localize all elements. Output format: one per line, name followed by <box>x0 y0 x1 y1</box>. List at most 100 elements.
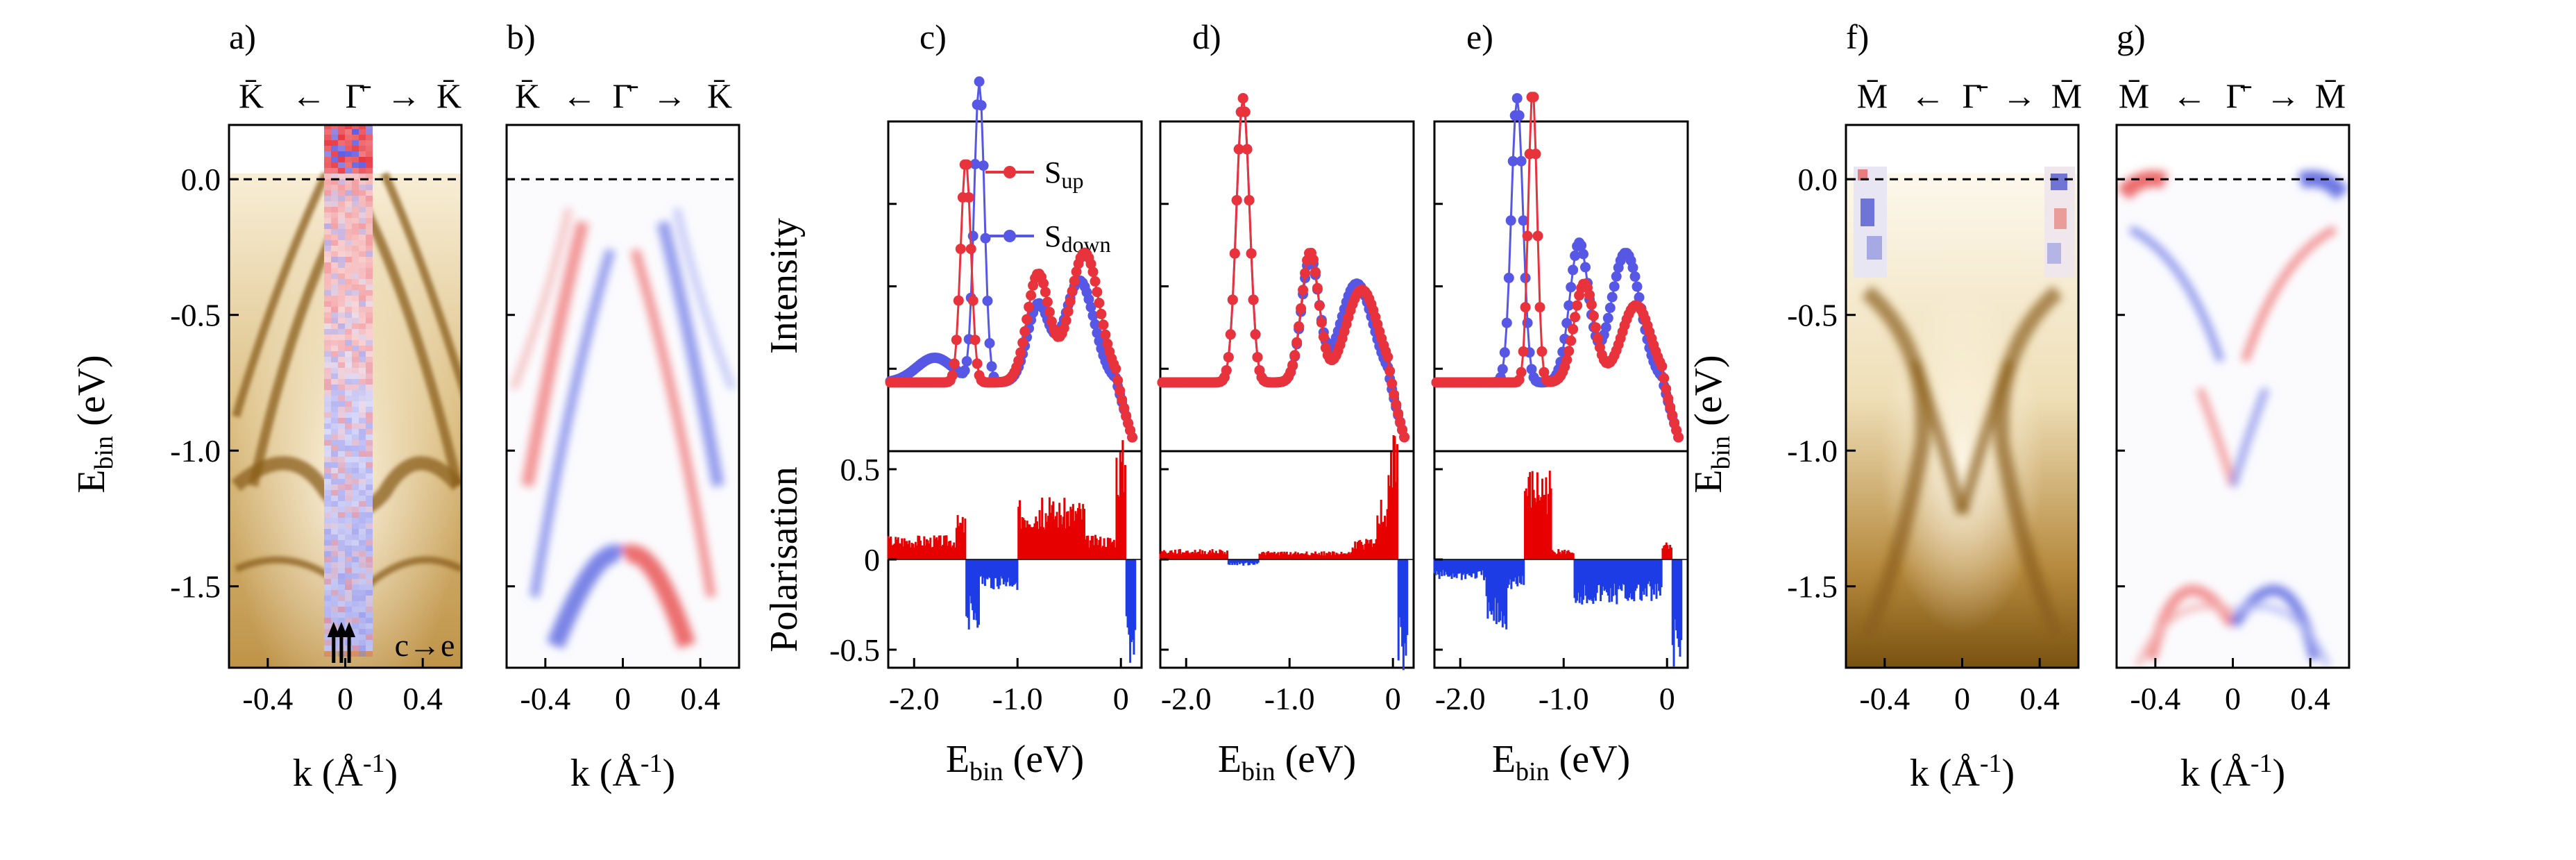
marker-label: c→e <box>395 627 455 663</box>
arrow-left: ← <box>2172 76 2207 115</box>
data-point-sup <box>1015 347 1026 358</box>
hs-right: K̄ <box>707 76 732 115</box>
spin-strip <box>324 125 373 651</box>
data-point-sup <box>1530 149 1541 160</box>
spin-patch-left <box>1854 167 1887 278</box>
data-point-sdown <box>1497 364 1508 375</box>
data-point-sup <box>1314 300 1325 311</box>
panel-c: c) Intensity Polarisation Sup Sdown -2.0… <box>763 17 1143 786</box>
data-point-sdown <box>1611 271 1622 282</box>
panel-a: a) K̄ ← Γ̄ → K̄ -0.4 0 0.4 0.0 -0.5 -1.0 -1.5 k… <box>70 17 463 795</box>
data-point-sup <box>1094 298 1105 308</box>
x-tick-label: 0 <box>337 681 353 716</box>
data-point-sdown <box>1578 248 1588 260</box>
data-point-sup <box>1399 432 1410 443</box>
data-point-sup <box>951 335 962 346</box>
x-tick-label: -0.4 <box>1859 681 1910 716</box>
data-point-sdown <box>1511 93 1523 104</box>
data-point-sup <box>1536 346 1548 357</box>
y-tick-label: -0.5 <box>170 298 221 333</box>
pol-tick-label: -0.5 <box>829 632 880 668</box>
data-point-sdown <box>969 159 981 169</box>
data-point-sup <box>955 244 966 255</box>
data-point-sdown <box>974 76 985 87</box>
data-point-sup <box>949 358 960 369</box>
x-axis-title: Ebin (eV) <box>1218 738 1356 786</box>
y-tick-label: 0.0 <box>181 162 221 197</box>
data-point-sdown <box>1501 317 1512 328</box>
y-axis-title: Ebin (eV) <box>70 355 119 493</box>
data-point-sup <box>1393 408 1404 419</box>
hs-right: M̄ <box>2315 76 2346 115</box>
x-tick-label: -2.0 <box>1161 681 1212 716</box>
data-point-sdown <box>1634 292 1645 303</box>
panel-f: f) M̄ ← Γ̄ → M̄ <box>1687 17 2082 795</box>
data-point-sup <box>969 335 981 346</box>
hs-right: K̄ <box>437 76 461 115</box>
data-point-sdown <box>1090 319 1101 330</box>
data-point-sup <box>1572 300 1583 311</box>
data-point-sdown <box>1092 328 1103 339</box>
data-point-sdown <box>986 361 997 372</box>
data-point-sup <box>1528 92 1539 103</box>
data-point-sdown <box>980 233 991 244</box>
x-tick-label: 0 <box>1385 681 1401 716</box>
spin-map <box>2117 170 2349 668</box>
y-tick-label: -1.5 <box>1787 569 1838 605</box>
arrow-left: ← <box>291 76 326 115</box>
pol-tick-label: 0.5 <box>840 452 881 487</box>
data-point-sdown <box>1083 294 1094 305</box>
arrow-right: → <box>2266 76 2300 115</box>
data-point-sup <box>1561 354 1573 365</box>
spin-map <box>507 174 739 668</box>
symmetry-header: K̄ ← Γ̄ → K̄ <box>239 76 461 115</box>
data-point-sup <box>1252 352 1263 363</box>
data-point-sdown <box>982 296 993 306</box>
data-point-sup <box>1590 322 1601 333</box>
arpes-image <box>229 125 461 668</box>
data-point-sup <box>1564 346 1575 357</box>
data-point-sup <box>953 295 964 306</box>
data-point-sup <box>972 358 983 369</box>
data-point-sdown <box>978 160 989 171</box>
data-point-sup <box>1071 266 1082 277</box>
hs-left: K̄ <box>239 76 264 115</box>
x-tick-label: -1.0 <box>1539 681 1589 716</box>
data-point-sdown <box>1564 300 1575 311</box>
legend: Sup Sdown <box>985 155 1111 257</box>
data-point-sup <box>1312 283 1323 294</box>
x-tick-label: -1.0 <box>1264 681 1315 716</box>
data-point-sup <box>1098 319 1109 330</box>
data-point-sdown <box>1514 110 1525 121</box>
x-tick-label: -0.4 <box>520 681 570 716</box>
x-axis-title: k (Å-1) <box>1910 749 2015 795</box>
x-tick-label: 0.4 <box>2290 681 2330 716</box>
data-point-sdown <box>1629 271 1641 282</box>
data-point-sup <box>1520 302 1531 313</box>
y-tick-label: -1.0 <box>170 433 221 469</box>
panel-label: c) <box>920 17 947 56</box>
data-point-sup <box>1592 332 1603 344</box>
pol-tick-label: 0 <box>864 542 880 577</box>
data-point-sup <box>1318 331 1329 342</box>
data-point-sup <box>1227 294 1238 305</box>
x-tick-label: -0.4 <box>2130 681 2180 716</box>
data-point-sup <box>1296 303 1307 314</box>
data-point-sup <box>1229 248 1240 259</box>
data-point-sdown <box>1568 264 1579 276</box>
data-point-sup <box>1038 278 1049 289</box>
x-tick-label: -2.0 <box>1435 681 1486 716</box>
data-point-sdown <box>1505 215 1516 226</box>
data-point-sup <box>1017 337 1028 348</box>
data-point-sup <box>1225 329 1236 340</box>
symmetry-header: M̄ ← Γ̄ → M̄ <box>2119 76 2346 115</box>
data-point-sup <box>1665 402 1676 412</box>
arrow-right: → <box>652 76 687 115</box>
data-point-sdown <box>1526 364 1537 375</box>
data-point-sup <box>1294 321 1305 332</box>
data-point-sup <box>1087 267 1099 278</box>
data-point-sup <box>1100 329 1111 340</box>
data-point-sdown <box>1503 272 1514 283</box>
data-point-sdown <box>976 100 987 111</box>
data-point-sup <box>1382 351 1393 362</box>
